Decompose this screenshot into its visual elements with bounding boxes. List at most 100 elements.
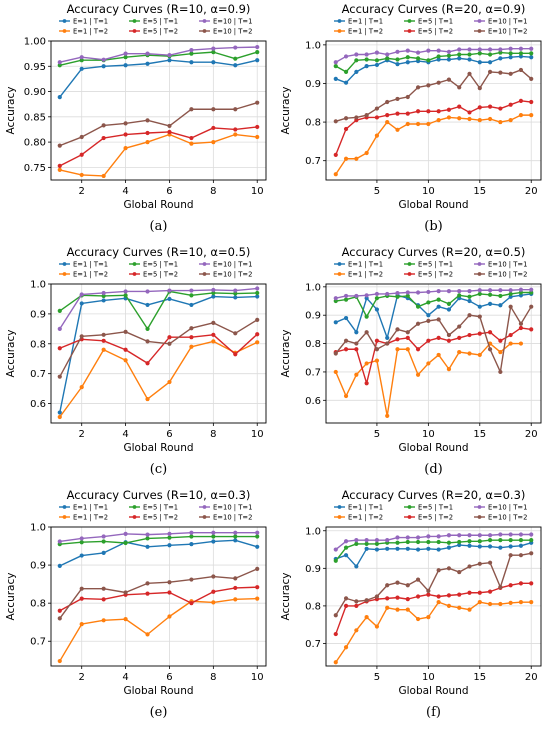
data-point <box>426 546 431 551</box>
data-point <box>518 113 524 118</box>
chart-svg: Accuracy Curves (R=10, α=0.9) 0.75 0.80 0.8… <box>5 2 267 211</box>
series-E1T1 <box>57 538 260 568</box>
data-point <box>487 347 493 352</box>
data-point <box>487 533 493 538</box>
data-point <box>101 332 106 337</box>
legend-entry: E=1 | T=2 <box>59 271 108 279</box>
data-point <box>354 330 359 335</box>
data-point <box>333 547 338 552</box>
data-point <box>364 150 369 156</box>
data-point <box>436 568 441 573</box>
data-point <box>405 290 410 295</box>
panel-caption: (b) <box>424 219 443 234</box>
data-point <box>354 599 359 604</box>
data-point <box>457 56 462 61</box>
data-point <box>498 601 503 607</box>
data-point <box>343 393 349 399</box>
data-point <box>477 314 482 319</box>
legend-label: E=5 | T=1 <box>418 18 453 26</box>
data-point <box>79 622 84 627</box>
data-point <box>415 347 421 352</box>
x-axis-label: Global Round <box>398 442 468 454</box>
data-point <box>395 294 400 299</box>
data-point <box>477 352 482 358</box>
y-axis-label: Accuracy <box>280 573 292 621</box>
data-point <box>167 129 172 135</box>
data-point <box>529 51 534 56</box>
y-tick-label: 0.7 <box>30 369 46 380</box>
data-point <box>79 586 84 591</box>
y-tick-label: 1.0 <box>30 280 46 291</box>
data-point <box>211 530 216 535</box>
legend-entry: E=10 | T=2 <box>199 514 252 522</box>
data-point <box>101 586 106 591</box>
data-point <box>508 55 513 60</box>
series-line <box>59 539 258 567</box>
data-point <box>79 172 84 178</box>
data-point <box>145 326 150 331</box>
data-point <box>508 553 513 558</box>
data-point <box>518 321 524 326</box>
data-point <box>518 325 524 331</box>
data-point <box>477 47 482 52</box>
legend-entry: E=5 | T=2 <box>129 271 178 279</box>
data-point <box>426 313 431 318</box>
legend-entry: E=5 | T=1 <box>404 18 453 26</box>
legend-label: E=10 | T=2 <box>213 28 252 36</box>
data-point <box>167 288 172 293</box>
data-point <box>446 338 452 343</box>
x-tick-label: 6 <box>166 672 172 683</box>
legend: E=1 | T=1 E=5 | T=1 E=10 | T=1 E=1 | T=2 E=5… <box>334 261 527 279</box>
data-point <box>211 50 216 55</box>
legend-entry: E=10 | T=2 <box>199 28 252 36</box>
data-point <box>57 658 62 664</box>
data-point <box>333 296 338 301</box>
series-E5T1 <box>333 538 534 563</box>
data-point <box>395 595 400 600</box>
data-point <box>364 381 369 386</box>
series-line <box>59 535 258 545</box>
data-point <box>374 538 380 543</box>
data-point <box>518 538 524 543</box>
data-point <box>167 531 172 536</box>
data-point <box>145 302 150 308</box>
data-point <box>343 315 349 321</box>
data-point <box>189 302 194 308</box>
data-point <box>477 86 482 91</box>
series-E1T2 <box>333 113 534 177</box>
data-point <box>364 330 369 335</box>
data-point <box>79 596 84 601</box>
y-tick-label: 0.9 <box>305 311 321 322</box>
series-line <box>59 340 258 418</box>
data-point <box>457 592 462 597</box>
series-E10T1 <box>57 44 260 65</box>
y-tick-label: 1.00 <box>24 37 46 48</box>
data-point <box>101 290 106 296</box>
data-point <box>518 532 524 537</box>
data-point <box>79 385 84 390</box>
data-point <box>333 63 338 69</box>
data-point <box>374 291 380 297</box>
data-point <box>189 60 194 65</box>
data-point <box>57 95 62 100</box>
data-point <box>79 301 84 306</box>
y-axis-label: Accuracy <box>5 330 17 378</box>
data-point <box>57 414 62 420</box>
data-point <box>529 327 534 332</box>
data-point <box>101 57 106 62</box>
series-E10T2 <box>333 304 534 375</box>
data-point <box>405 293 410 299</box>
data-point <box>487 544 493 549</box>
legend-entry: E=10 | T=2 <box>474 271 527 279</box>
data-point <box>123 347 128 352</box>
x-tick-label: 10 <box>422 429 435 440</box>
legend-label: E=1 | T=1 <box>348 18 383 26</box>
data-point <box>508 341 513 346</box>
data-point <box>211 339 216 344</box>
data-point <box>436 317 441 322</box>
data-point <box>508 288 513 293</box>
series-E10T1 <box>57 286 260 331</box>
data-point <box>436 547 441 552</box>
y-tick-label: 0.9 <box>305 564 321 575</box>
